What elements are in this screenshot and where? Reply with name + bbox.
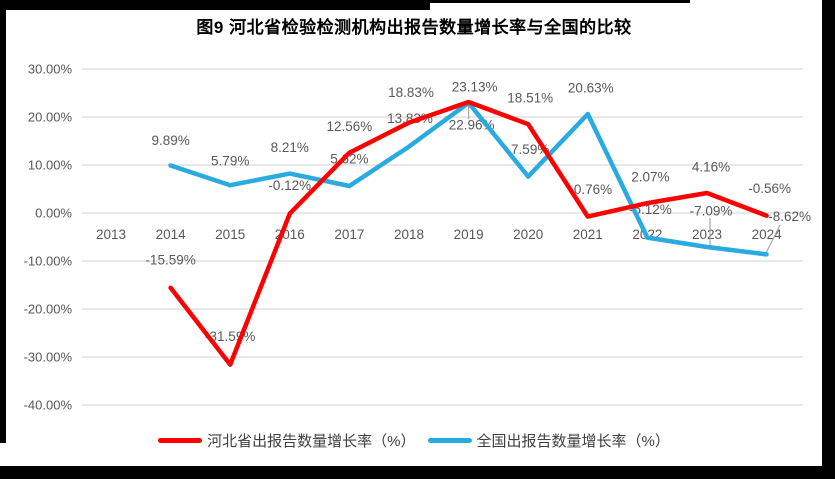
national-data-label: 13.83% <box>387 111 433 126</box>
frame-top <box>0 0 430 10</box>
frame-left <box>0 0 6 443</box>
x-tick-label: 2023 <box>692 227 722 242</box>
frame-top-thin <box>430 0 690 3</box>
y-tick-label: -20.00% <box>24 302 73 317</box>
national-data-label: -7.09% <box>690 204 733 219</box>
hebei-data-label: 4.16% <box>692 160 730 175</box>
national-data-label: -8.62% <box>768 209 811 224</box>
y-tick-label: -10.00% <box>24 254 73 269</box>
legend-label-national: 全国出报告数量增长率（%） <box>476 432 670 450</box>
x-tick-label: 2021 <box>573 227 603 242</box>
legend-item-national: 全国出报告数量增长率（%） <box>427 430 670 451</box>
hebei-data-label: 2.07% <box>631 170 669 185</box>
y-tick-label: -40.00% <box>24 398 73 413</box>
national-data-label: 20.63% <box>568 80 614 95</box>
hebei-data-label: 18.51% <box>507 91 553 106</box>
hebei-data-label: 23.13% <box>452 79 498 94</box>
hebei-line-swatch <box>158 437 203 443</box>
hebei-data-label: -15.59% <box>145 252 195 267</box>
hebei-data-label: -0.76% <box>569 182 612 197</box>
frame-right <box>822 0 835 479</box>
legend: 河北省出报告数量增长率（%） 全国出报告数量增长率（%） <box>6 430 822 450</box>
y-tick-label: 30.00% <box>28 62 73 77</box>
x-tick-label: 2018 <box>394 227 424 242</box>
hebei-data-label: 12.56% <box>327 119 373 134</box>
national-data-label: 9.89% <box>151 133 189 148</box>
y-tick-label: 10.00% <box>28 158 73 173</box>
label-leader-line <box>766 224 781 253</box>
x-tick-label: 2014 <box>156 227 187 242</box>
y-tick-label: 20.00% <box>28 110 73 125</box>
hebei-data-label: -0.56% <box>748 181 791 196</box>
x-tick-label: 2020 <box>513 227 543 242</box>
x-tick-label: 2017 <box>334 227 364 242</box>
legend-item-hebei: 河北省出报告数量增长率（%） <box>158 430 416 451</box>
x-tick-label: 2015 <box>215 227 245 242</box>
national-line-swatch <box>427 437 472 443</box>
national-data-label: 8.21% <box>271 140 309 155</box>
hebei-line <box>168 99 769 367</box>
y-tick-label: 0.00% <box>35 206 72 221</box>
x-tick-label: 2024 <box>752 227 783 242</box>
frame-bottom <box>0 466 835 479</box>
chart-title: 图9 河北省检验检测机构出报告数量增长率与全国的比较 <box>196 18 632 37</box>
hebei-data-label: -0.12% <box>268 178 311 193</box>
hebei-data-label: 18.83% <box>388 85 434 100</box>
national-data-label: 5.79% <box>211 154 249 169</box>
y-tick-label: -30.00% <box>24 350 73 365</box>
legend-label-hebei: 河北省出报告数量增长率（%） <box>207 432 416 450</box>
x-tick-label: 2019 <box>454 227 484 242</box>
x-tick-label: 2013 <box>96 227 126 242</box>
